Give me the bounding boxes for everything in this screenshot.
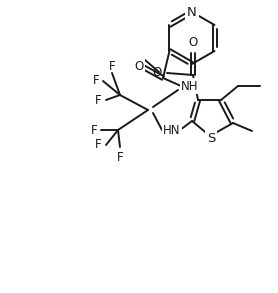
Text: O: O (153, 67, 162, 79)
Text: F: F (117, 151, 123, 164)
Text: N: N (187, 6, 197, 18)
Text: F: F (95, 139, 102, 151)
Text: F: F (109, 60, 115, 73)
Text: NH: NH (181, 79, 199, 93)
Text: HN: HN (163, 124, 181, 137)
Text: F: F (92, 74, 99, 88)
Text: S: S (207, 132, 215, 146)
Text: O: O (188, 36, 198, 49)
Text: O: O (134, 59, 144, 72)
Text: F: F (90, 124, 97, 137)
Text: F: F (95, 93, 102, 106)
